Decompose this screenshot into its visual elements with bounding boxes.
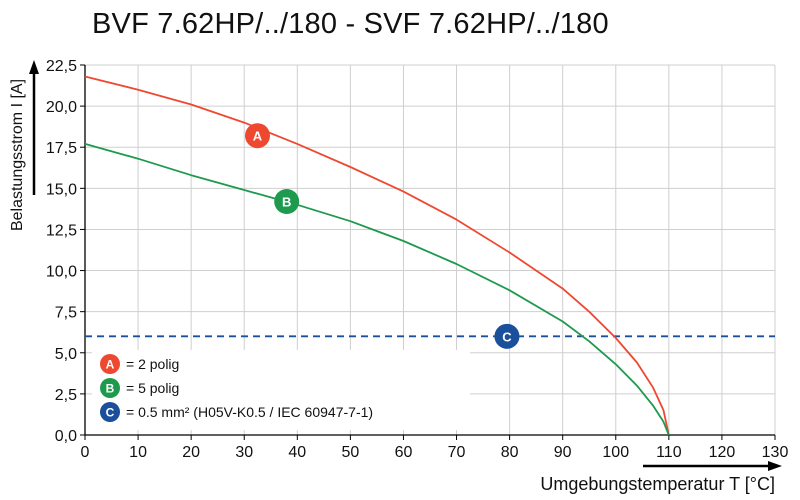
x-tick-label: 0 xyxy=(81,444,90,461)
x-tick-label: 90 xyxy=(554,444,572,461)
legend-marker-a xyxy=(100,354,120,374)
x-tick-label: 20 xyxy=(182,444,200,461)
y-tick-label: 10,0 xyxy=(46,264,77,281)
y-tick-label: 5,0 xyxy=(55,346,77,363)
curve-marker-c xyxy=(494,323,520,349)
x-tick-label: 110 xyxy=(656,444,682,461)
x-axis-label: Umgebungstemperatur T [°C] xyxy=(540,474,775,494)
y-tick-label: 12,5 xyxy=(46,222,77,239)
curve-marker-a xyxy=(245,123,270,149)
legend-entry-text: = 0.5 mm² (H05V-K0.5 / IEC 60947-7-1) xyxy=(126,404,373,420)
x-tick-label: 60 xyxy=(395,444,413,461)
y-tick-label: 2,5 xyxy=(55,387,77,404)
x-tick-label: 120 xyxy=(709,444,736,461)
y-axis-label: Belastungsstrom I [A] xyxy=(9,79,26,231)
legend-marker-label: B xyxy=(106,382,115,396)
curve-marker-b xyxy=(274,188,300,214)
legend-background xyxy=(92,350,470,430)
y-tick-label: 15,0 xyxy=(46,181,77,198)
x-axis-arrow-head xyxy=(768,461,782,471)
y-tick-label: 22,5 xyxy=(46,58,77,75)
y-tick-label: 17,5 xyxy=(46,140,77,157)
y-tick-label: 20,0 xyxy=(46,99,77,116)
curve-marker-label: C xyxy=(502,329,512,344)
x-tick-label: 80 xyxy=(501,444,519,461)
x-tick-label: 50 xyxy=(341,444,359,461)
legend-entry-text: = 5 polig xyxy=(126,380,179,396)
x-tick-label: 40 xyxy=(288,444,306,461)
x-tick-label: 130 xyxy=(762,444,789,461)
x-tick-label: 70 xyxy=(448,444,466,461)
curve-marker-label: A xyxy=(253,129,263,144)
chart-title: BVF 7.62HP/../180 - SVF 7.62HP/../180 xyxy=(92,8,609,40)
legend-marker-c xyxy=(100,402,120,422)
series-line-b xyxy=(84,143,670,436)
y-tick-label: 7,5 xyxy=(55,305,77,322)
series-line-a xyxy=(84,75,670,436)
curve-marker-label: B xyxy=(282,194,291,209)
legend-marker-label: C xyxy=(106,406,115,420)
legend-marker-b xyxy=(100,378,120,398)
y-tick-label: 0,0 xyxy=(55,428,77,445)
x-tick-label: 10 xyxy=(129,444,147,461)
x-tick-label: 30 xyxy=(235,444,253,461)
legend-marker-label: A xyxy=(106,358,115,372)
legend-entry-text: = 2 polig xyxy=(126,356,179,372)
x-tick-label: 100 xyxy=(602,444,629,461)
y-axis-arrow-head xyxy=(29,60,39,74)
